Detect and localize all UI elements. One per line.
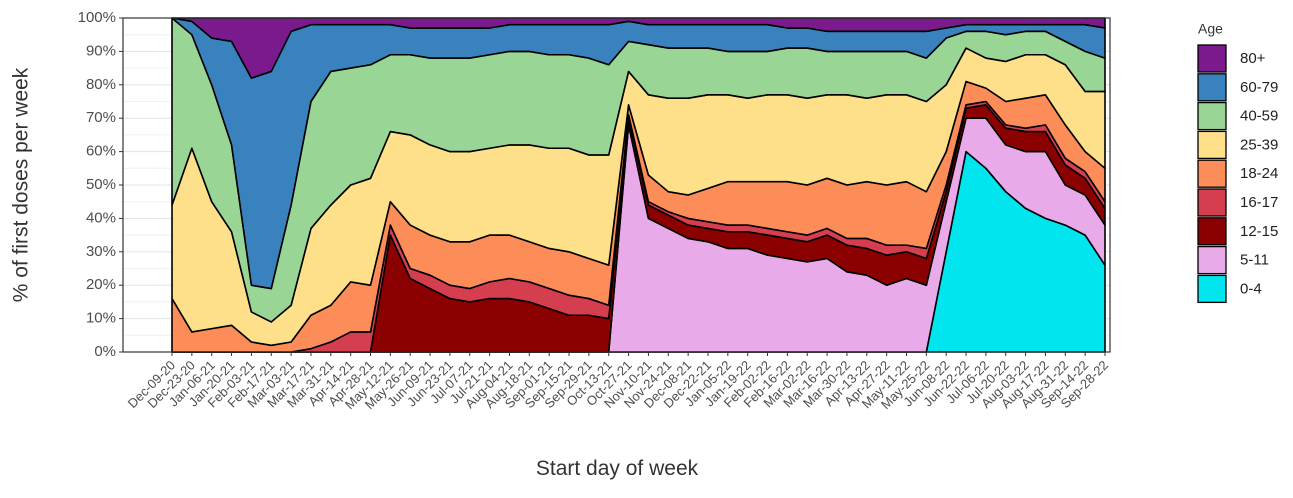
legend-swatch	[1197, 101, 1227, 131]
legend-label: 60-79	[1240, 79, 1278, 96]
legend-label: 18-24	[1240, 165, 1278, 182]
legend-label: 16-17	[1240, 194, 1278, 211]
legend-swatch	[1197, 73, 1227, 102]
legend-swatch	[1197, 159, 1227, 188]
plot-border	[122, 17, 1111, 353]
legend-swatch	[1197, 188, 1227, 217]
y-tick-label: 50%	[86, 176, 116, 193]
y-tick-label: 10%	[86, 310, 116, 327]
y-tick-label: 60%	[86, 143, 116, 160]
legend-title: Age	[1198, 21, 1223, 37]
y-tick-label: 40%	[86, 209, 116, 226]
legend-label: 40-59	[1240, 108, 1278, 125]
y-tick-label: 80%	[86, 76, 116, 93]
y-tick-label: 70%	[86, 109, 116, 126]
legend-label: 5-11	[1240, 252, 1269, 269]
legend-swatch	[1197, 217, 1227, 246]
legend-swatch	[1197, 245, 1227, 275]
legend-label: 25-39	[1240, 136, 1278, 153]
legend-swatch	[1197, 274, 1227, 304]
legend-label: 12-15	[1240, 223, 1278, 240]
legend-swatch	[1197, 130, 1227, 160]
y-tick-label: 30%	[86, 243, 116, 260]
legend-label: 80+	[1240, 50, 1266, 67]
legend-label: 0-4	[1240, 280, 1262, 297]
y-tick-label: 20%	[86, 276, 116, 293]
y-tick-label: 0%	[94, 343, 116, 360]
legend-swatch	[1197, 44, 1227, 73]
x-axis-title: Start day of week	[536, 457, 699, 480]
y-axis-title: % of first doses per week	[10, 67, 33, 302]
y-tick-label: 90%	[86, 42, 116, 59]
y-tick-label: 100%	[78, 9, 116, 26]
